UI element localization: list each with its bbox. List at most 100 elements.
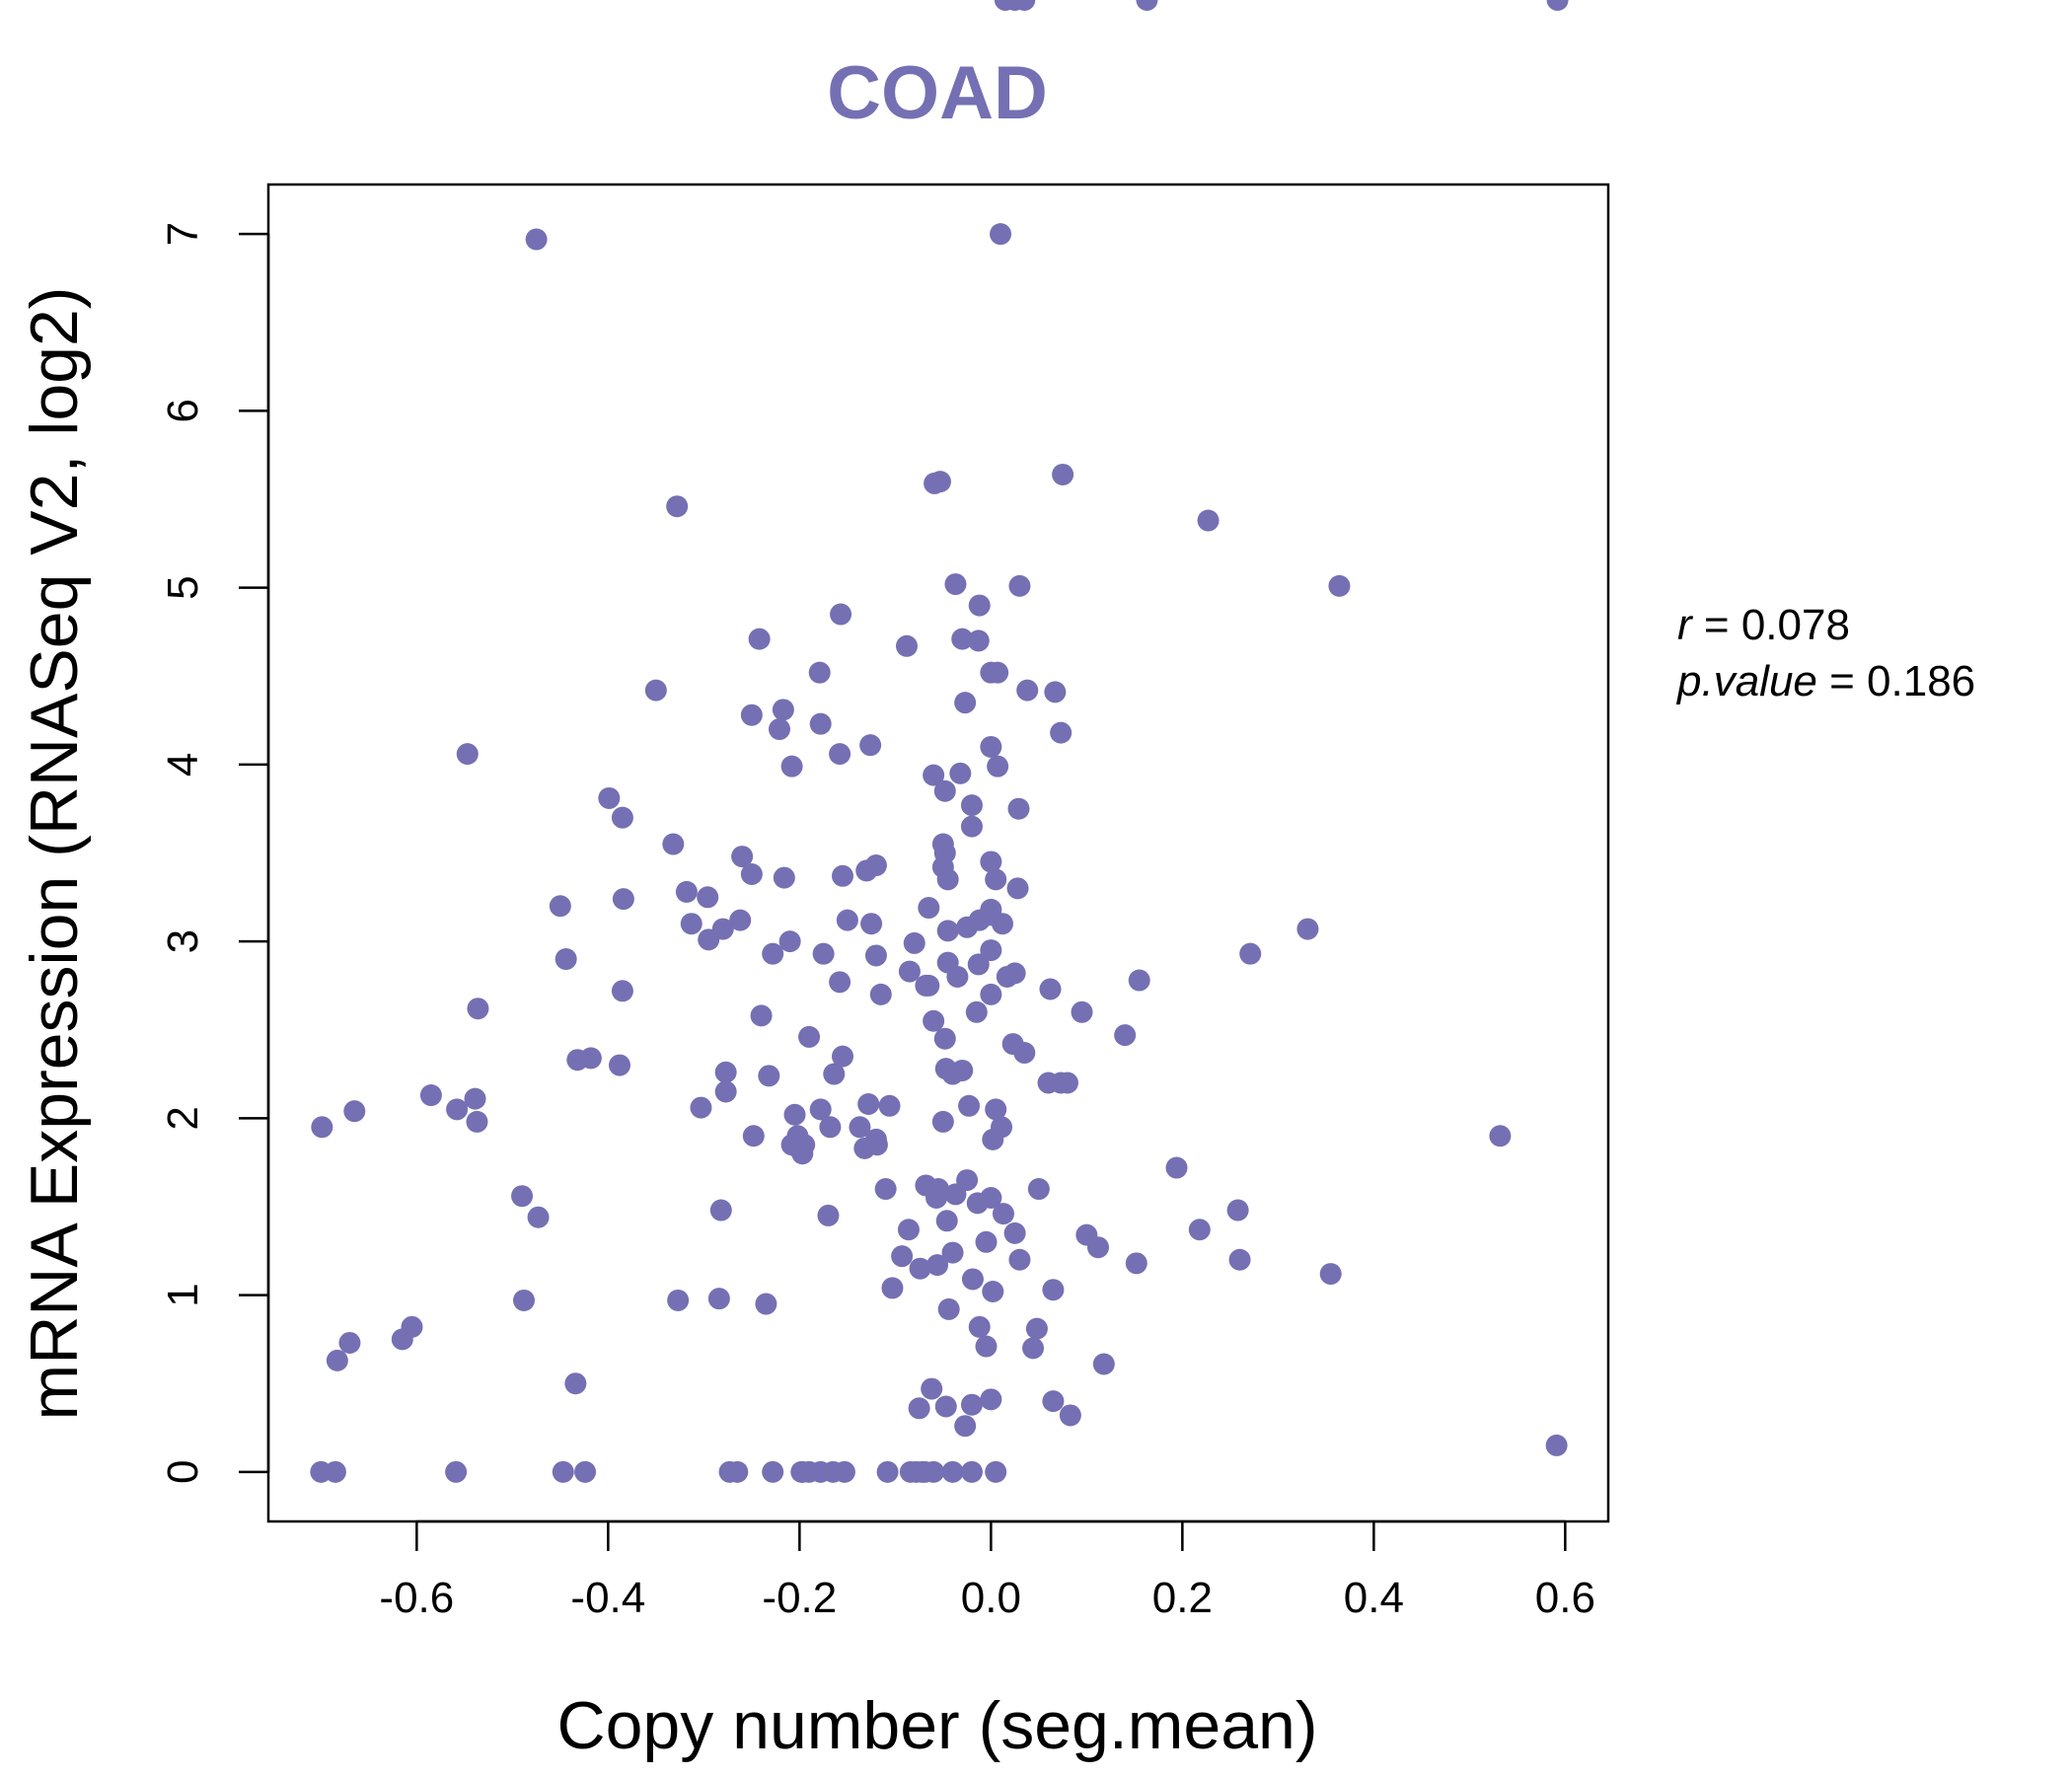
data-point — [1239, 942, 1262, 965]
data-point — [1044, 681, 1067, 703]
data-point — [1136, 0, 1158, 11]
data-point — [823, 1063, 846, 1085]
data-point — [961, 1268, 984, 1291]
data-points — [310, 0, 1569, 1483]
data-point — [1042, 1390, 1065, 1413]
x-tick-label: 0.6 — [1535, 1574, 1595, 1622]
data-point — [574, 1460, 597, 1483]
data-point — [740, 863, 763, 886]
data-point — [446, 1098, 469, 1121]
data-point — [644, 679, 667, 702]
data-point — [1197, 509, 1220, 532]
data-point — [311, 1116, 333, 1139]
data-point — [965, 1000, 988, 1023]
data-point — [812, 942, 835, 965]
x-tick-label: 0.4 — [1344, 1574, 1404, 1622]
data-point — [608, 1054, 630, 1076]
data-point — [968, 594, 991, 617]
y-tick-label: 1 — [159, 1283, 207, 1306]
data-point — [1027, 1178, 1050, 1201]
data-point — [874, 1178, 897, 1201]
data-point — [762, 1460, 784, 1483]
data-point — [908, 1397, 930, 1420]
data-point — [876, 1460, 899, 1483]
data-point — [937, 1297, 960, 1320]
data-point — [1013, 0, 1036, 11]
data-point — [949, 762, 972, 784]
y-tick-label: 2 — [159, 1106, 207, 1130]
data-point — [833, 1460, 855, 1483]
y-tick-label: 5 — [159, 575, 207, 599]
data-point — [864, 944, 887, 967]
data-point — [990, 223, 1012, 246]
data-point — [697, 886, 719, 909]
data-point — [958, 1094, 981, 1117]
data-point — [667, 1289, 690, 1311]
data-point — [698, 928, 720, 951]
data-point — [832, 1045, 853, 1068]
data-point — [707, 1288, 730, 1310]
data-point — [832, 864, 853, 887]
data-point — [960, 815, 983, 838]
data-point — [987, 755, 1009, 777]
data-point — [980, 904, 1002, 926]
data-point — [1006, 877, 1029, 900]
data-point — [928, 471, 951, 493]
data-point — [445, 1460, 468, 1483]
data-point — [926, 1254, 949, 1277]
data-point — [1042, 1279, 1065, 1301]
data-point — [419, 1084, 442, 1107]
y-tick-label: 6 — [159, 399, 207, 422]
data-point — [931, 1110, 954, 1133]
data-point — [1092, 1353, 1115, 1375]
data-point — [936, 920, 959, 942]
data-point — [954, 692, 977, 714]
data-point — [680, 913, 703, 935]
data-point — [987, 661, 1009, 684]
data-point — [1328, 574, 1351, 597]
data-point — [960, 1393, 983, 1416]
data-point — [809, 712, 832, 735]
data-point — [941, 1063, 964, 1085]
data-point — [464, 1087, 486, 1110]
r-stat: r = 0.078 — [1677, 601, 1850, 649]
data-point — [1052, 463, 1074, 485]
data-point — [881, 1277, 904, 1299]
y-tick-label: 3 — [159, 929, 207, 953]
x-tick-label: 0.0 — [961, 1574, 1021, 1622]
data-point — [611, 980, 633, 1002]
r-label: r — [1677, 601, 1694, 649]
data-point — [869, 983, 892, 1005]
data-point — [742, 1125, 765, 1147]
data-point — [1016, 679, 1039, 702]
data-point — [564, 1372, 587, 1395]
data-point — [897, 1219, 920, 1241]
data-point — [1546, 0, 1569, 11]
data-point — [1050, 721, 1073, 744]
data-point — [338, 1331, 361, 1354]
data-point — [1086, 1236, 1109, 1259]
data-point — [709, 1199, 732, 1221]
data-point — [772, 699, 794, 721]
data-point — [579, 1047, 602, 1070]
data-point — [878, 1094, 901, 1117]
data-point — [768, 718, 790, 741]
data-point — [933, 1027, 956, 1050]
data-point — [666, 495, 689, 518]
data-point — [731, 846, 754, 868]
data-point — [783, 1103, 806, 1126]
data-point — [1296, 918, 1319, 940]
chart-title: COAD — [827, 51, 1048, 135]
x-tick-label: -0.6 — [379, 1574, 454, 1622]
data-point — [967, 629, 990, 652]
y-tick-label: 0 — [159, 1460, 207, 1484]
data-point — [612, 888, 634, 911]
data-point — [829, 971, 851, 994]
data-point — [1188, 1219, 1211, 1241]
data-point — [1319, 1263, 1342, 1286]
data-point — [1071, 1000, 1093, 1023]
data-point — [1022, 1337, 1045, 1360]
data-point — [891, 1245, 914, 1268]
data-point — [925, 1187, 948, 1210]
data-point — [980, 983, 1002, 1005]
